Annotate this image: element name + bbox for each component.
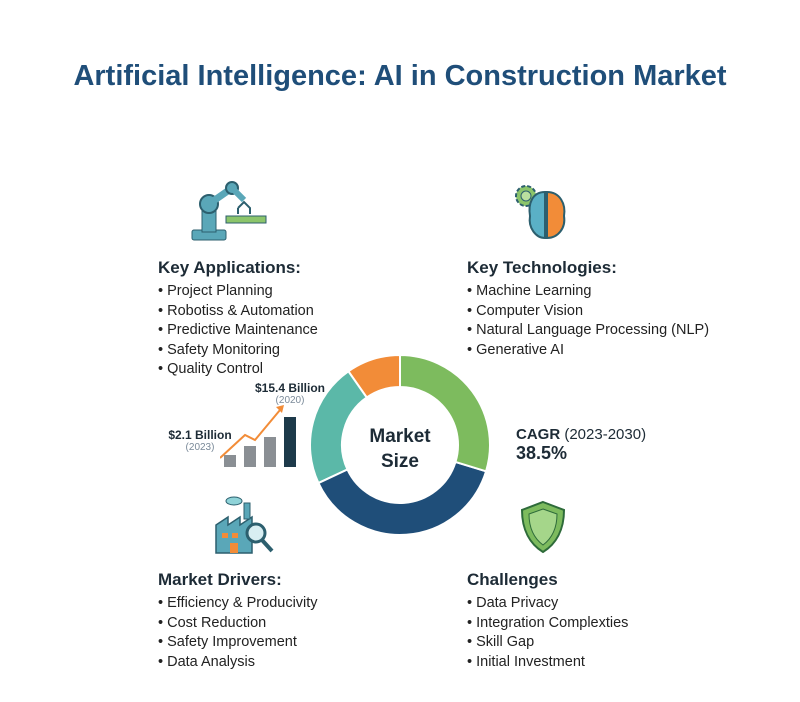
list-item: Data Privacy: [467, 594, 628, 614]
section-heading: Challenges: [467, 570, 558, 589]
donut-segment-green: [399, 353, 491, 473]
list-item: Predictive Maintenance: [158, 321, 318, 341]
challenges-section: Challenges Data PrivacyIntegration Compl…: [467, 570, 628, 672]
section-heading: Key Applications:: [158, 258, 301, 277]
factory-magnifier-icon: [215, 496, 274, 554]
key-applications-section: Key Applications: Project PlanningRoboti…: [158, 258, 318, 380]
market-size-donut: Market Size: [309, 353, 491, 536]
list-item: Machine Learning: [467, 282, 709, 302]
donut-segment-blue: [317, 460, 488, 536]
shield-icon: [520, 500, 566, 554]
list-item: Quality Control: [158, 360, 318, 380]
market-drivers-section: Market Drivers: Efficiency & Producivity…: [158, 570, 318, 672]
list-item: Computer Vision: [467, 302, 709, 322]
list-item: Integration Complexties: [467, 614, 628, 634]
donut-center-line1: Market: [369, 426, 431, 447]
list-item: Efficiency & Producivity: [158, 594, 317, 614]
robotic-arm-icon: [191, 181, 267, 241]
list-item: Generative AI: [467, 341, 709, 361]
list-item: Skill Gap: [467, 633, 628, 653]
donut-center-line2: Size: [381, 451, 419, 472]
section-heading: Key Technologies:: [467, 258, 617, 277]
list-item: Project Planning: [158, 282, 318, 302]
start-value-label: $2.1 Billion (2023): [168, 428, 232, 453]
list-item: Natural Language Processing (NLP): [467, 321, 709, 341]
list-item: Initial Investment: [467, 653, 628, 673]
growth-bar-icon: [220, 405, 296, 467]
donut-segment-teal: [309, 369, 369, 485]
section-heading: Market Drivers:: [158, 570, 282, 589]
list-item: Cost Reduction: [158, 614, 318, 634]
brain-gear-icon: [515, 185, 566, 240]
list-item: Data Analysis: [158, 653, 318, 673]
list-item: Safety Improvement: [158, 633, 318, 653]
list-item: Safety Monitoring: [158, 341, 318, 361]
key-technologies-section: Key Technologies: Machine LearningComput…: [467, 258, 709, 360]
list-item: Robotiss & Automation: [158, 302, 318, 322]
end-value-label: $15.4 Billion (2020): [254, 381, 326, 406]
cagr-block: CAGR (2023-2030) 38.5%: [516, 426, 647, 463]
page-title: Artificial Intelligence: AI in Construct…: [73, 60, 727, 92]
